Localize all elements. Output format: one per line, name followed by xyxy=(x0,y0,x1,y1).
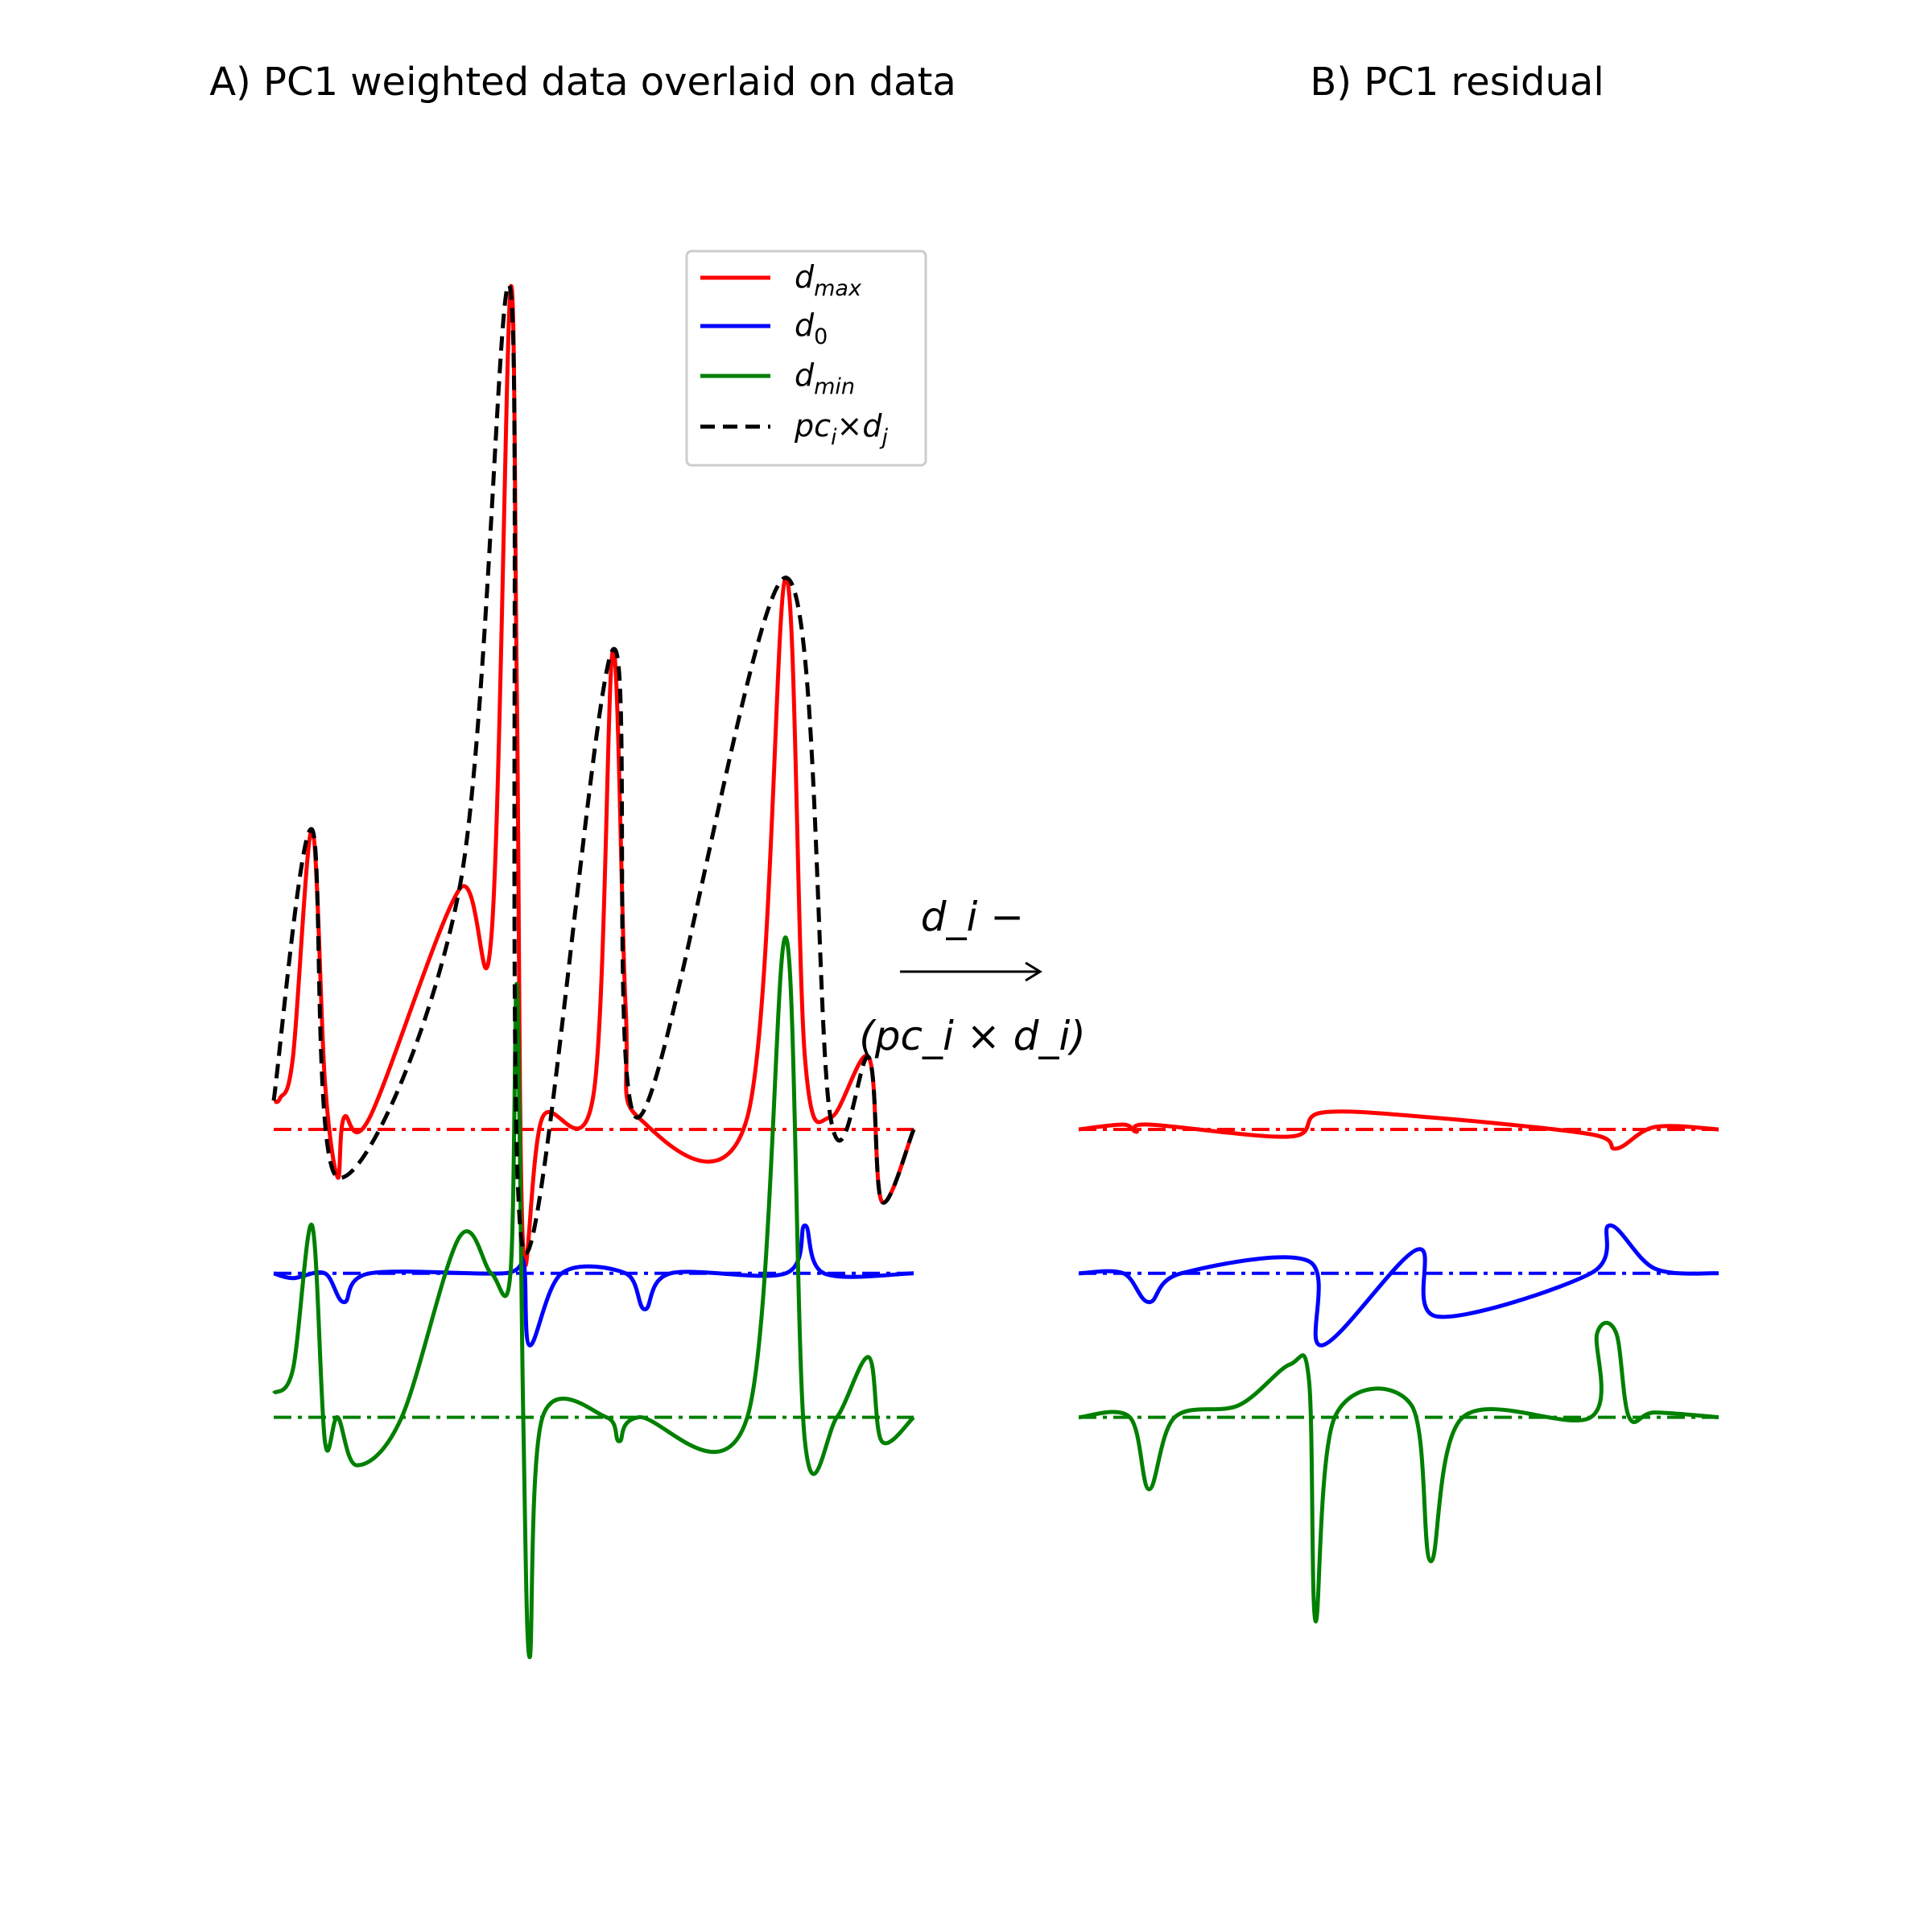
legend-label-pc: pci×dj xyxy=(794,408,889,450)
legend-frame xyxy=(685,250,927,467)
series-line-d0-b xyxy=(1078,1223,1719,1348)
panel-a-plot xyxy=(271,283,916,1660)
arrow-right-icon xyxy=(1025,961,1042,982)
panel-b-plot xyxy=(1078,1109,1719,1624)
legend: dmax d0 dmin pci×dj xyxy=(685,250,927,467)
panel-a-title: A) PC1 weighted data overlaid on data xyxy=(209,60,956,105)
operation-top-text: d_i − xyxy=(921,894,1024,940)
series-line-dmin-b xyxy=(1078,1320,1719,1624)
operation-annotation: d_i − (pc_i × d_i) xyxy=(859,894,1085,1059)
panel-b-title: B) PC1 residual xyxy=(1310,60,1604,105)
series-line-d0-a xyxy=(273,1223,914,1348)
legend-label-dmax: dmax xyxy=(795,259,862,301)
legend-label-d0: d0 xyxy=(795,308,828,349)
operation-bottom-text: (pc_i × d_i) xyxy=(859,1013,1085,1059)
legend-label-dmin: dmin xyxy=(795,357,855,399)
series-line-pc-a xyxy=(271,283,916,1256)
series-line-dmin-a xyxy=(272,935,915,1660)
series-line-dmax-b xyxy=(1078,1109,1719,1151)
